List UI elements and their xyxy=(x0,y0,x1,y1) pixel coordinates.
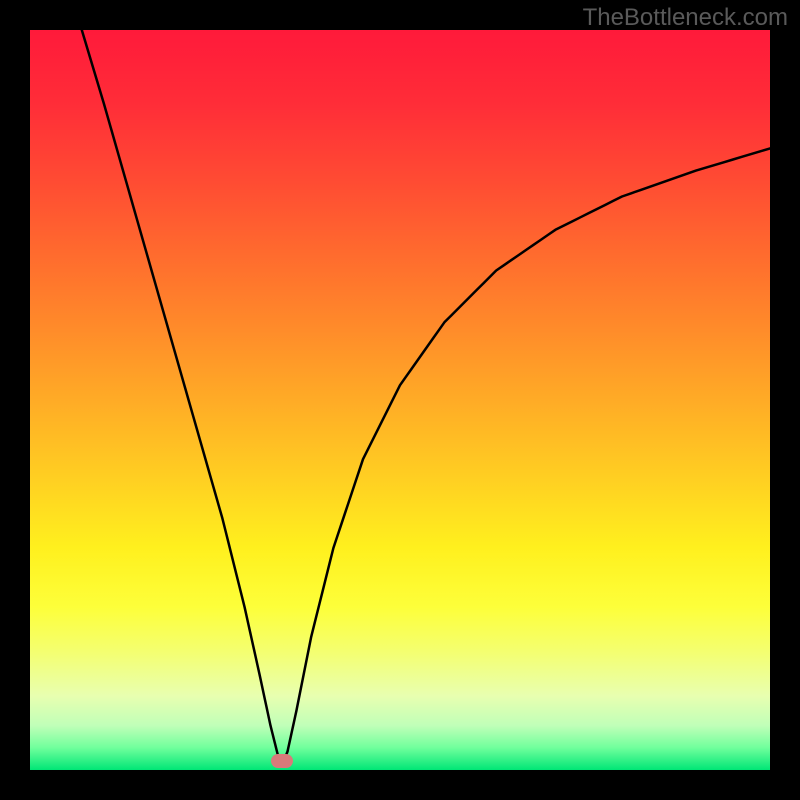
plot-area xyxy=(30,30,770,770)
watermark-text: TheBottleneck.com xyxy=(583,4,788,32)
minimum-marker xyxy=(271,754,293,768)
bottleneck-curve xyxy=(30,30,770,770)
